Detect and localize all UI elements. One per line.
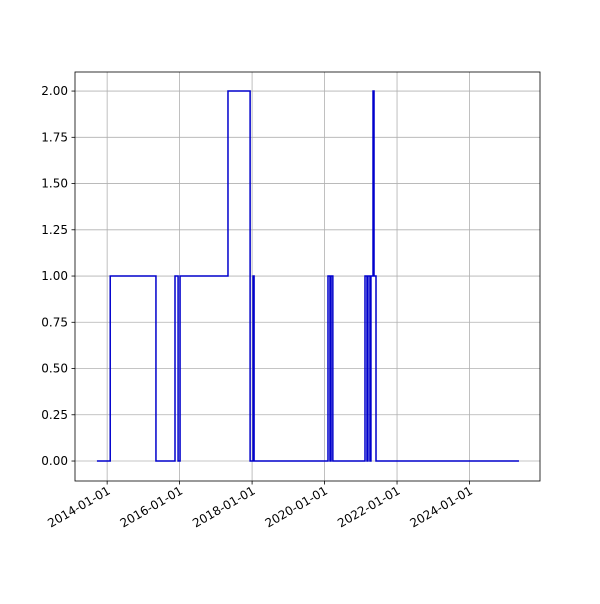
x-tick-label: 2014-01-01 — [45, 483, 112, 530]
y-tick-label: 0.75 — [41, 315, 68, 329]
y-tick-label: 0.50 — [41, 362, 68, 376]
x-tick-label: 2016-01-01 — [118, 483, 185, 530]
x-tick-label: 2018-01-01 — [190, 483, 257, 530]
y-tick-label: 1.25 — [41, 223, 68, 237]
x-tick-label: 2024-01-01 — [408, 483, 475, 530]
x-tick-label: 2022-01-01 — [335, 483, 402, 530]
axes-frame — [74, 71, 541, 482]
y-tick-label: 0.25 — [41, 408, 68, 422]
x-tick-label: 2020-01-01 — [263, 483, 330, 530]
y-tick-label: 0.00 — [41, 454, 68, 468]
data-line — [96, 90, 519, 462]
y-tick-label: 1.50 — [41, 177, 68, 191]
y-tick-label: 1.75 — [41, 130, 68, 144]
y-tick-label: 1.00 — [41, 269, 68, 283]
y-tick-label: 2.00 — [41, 84, 68, 98]
